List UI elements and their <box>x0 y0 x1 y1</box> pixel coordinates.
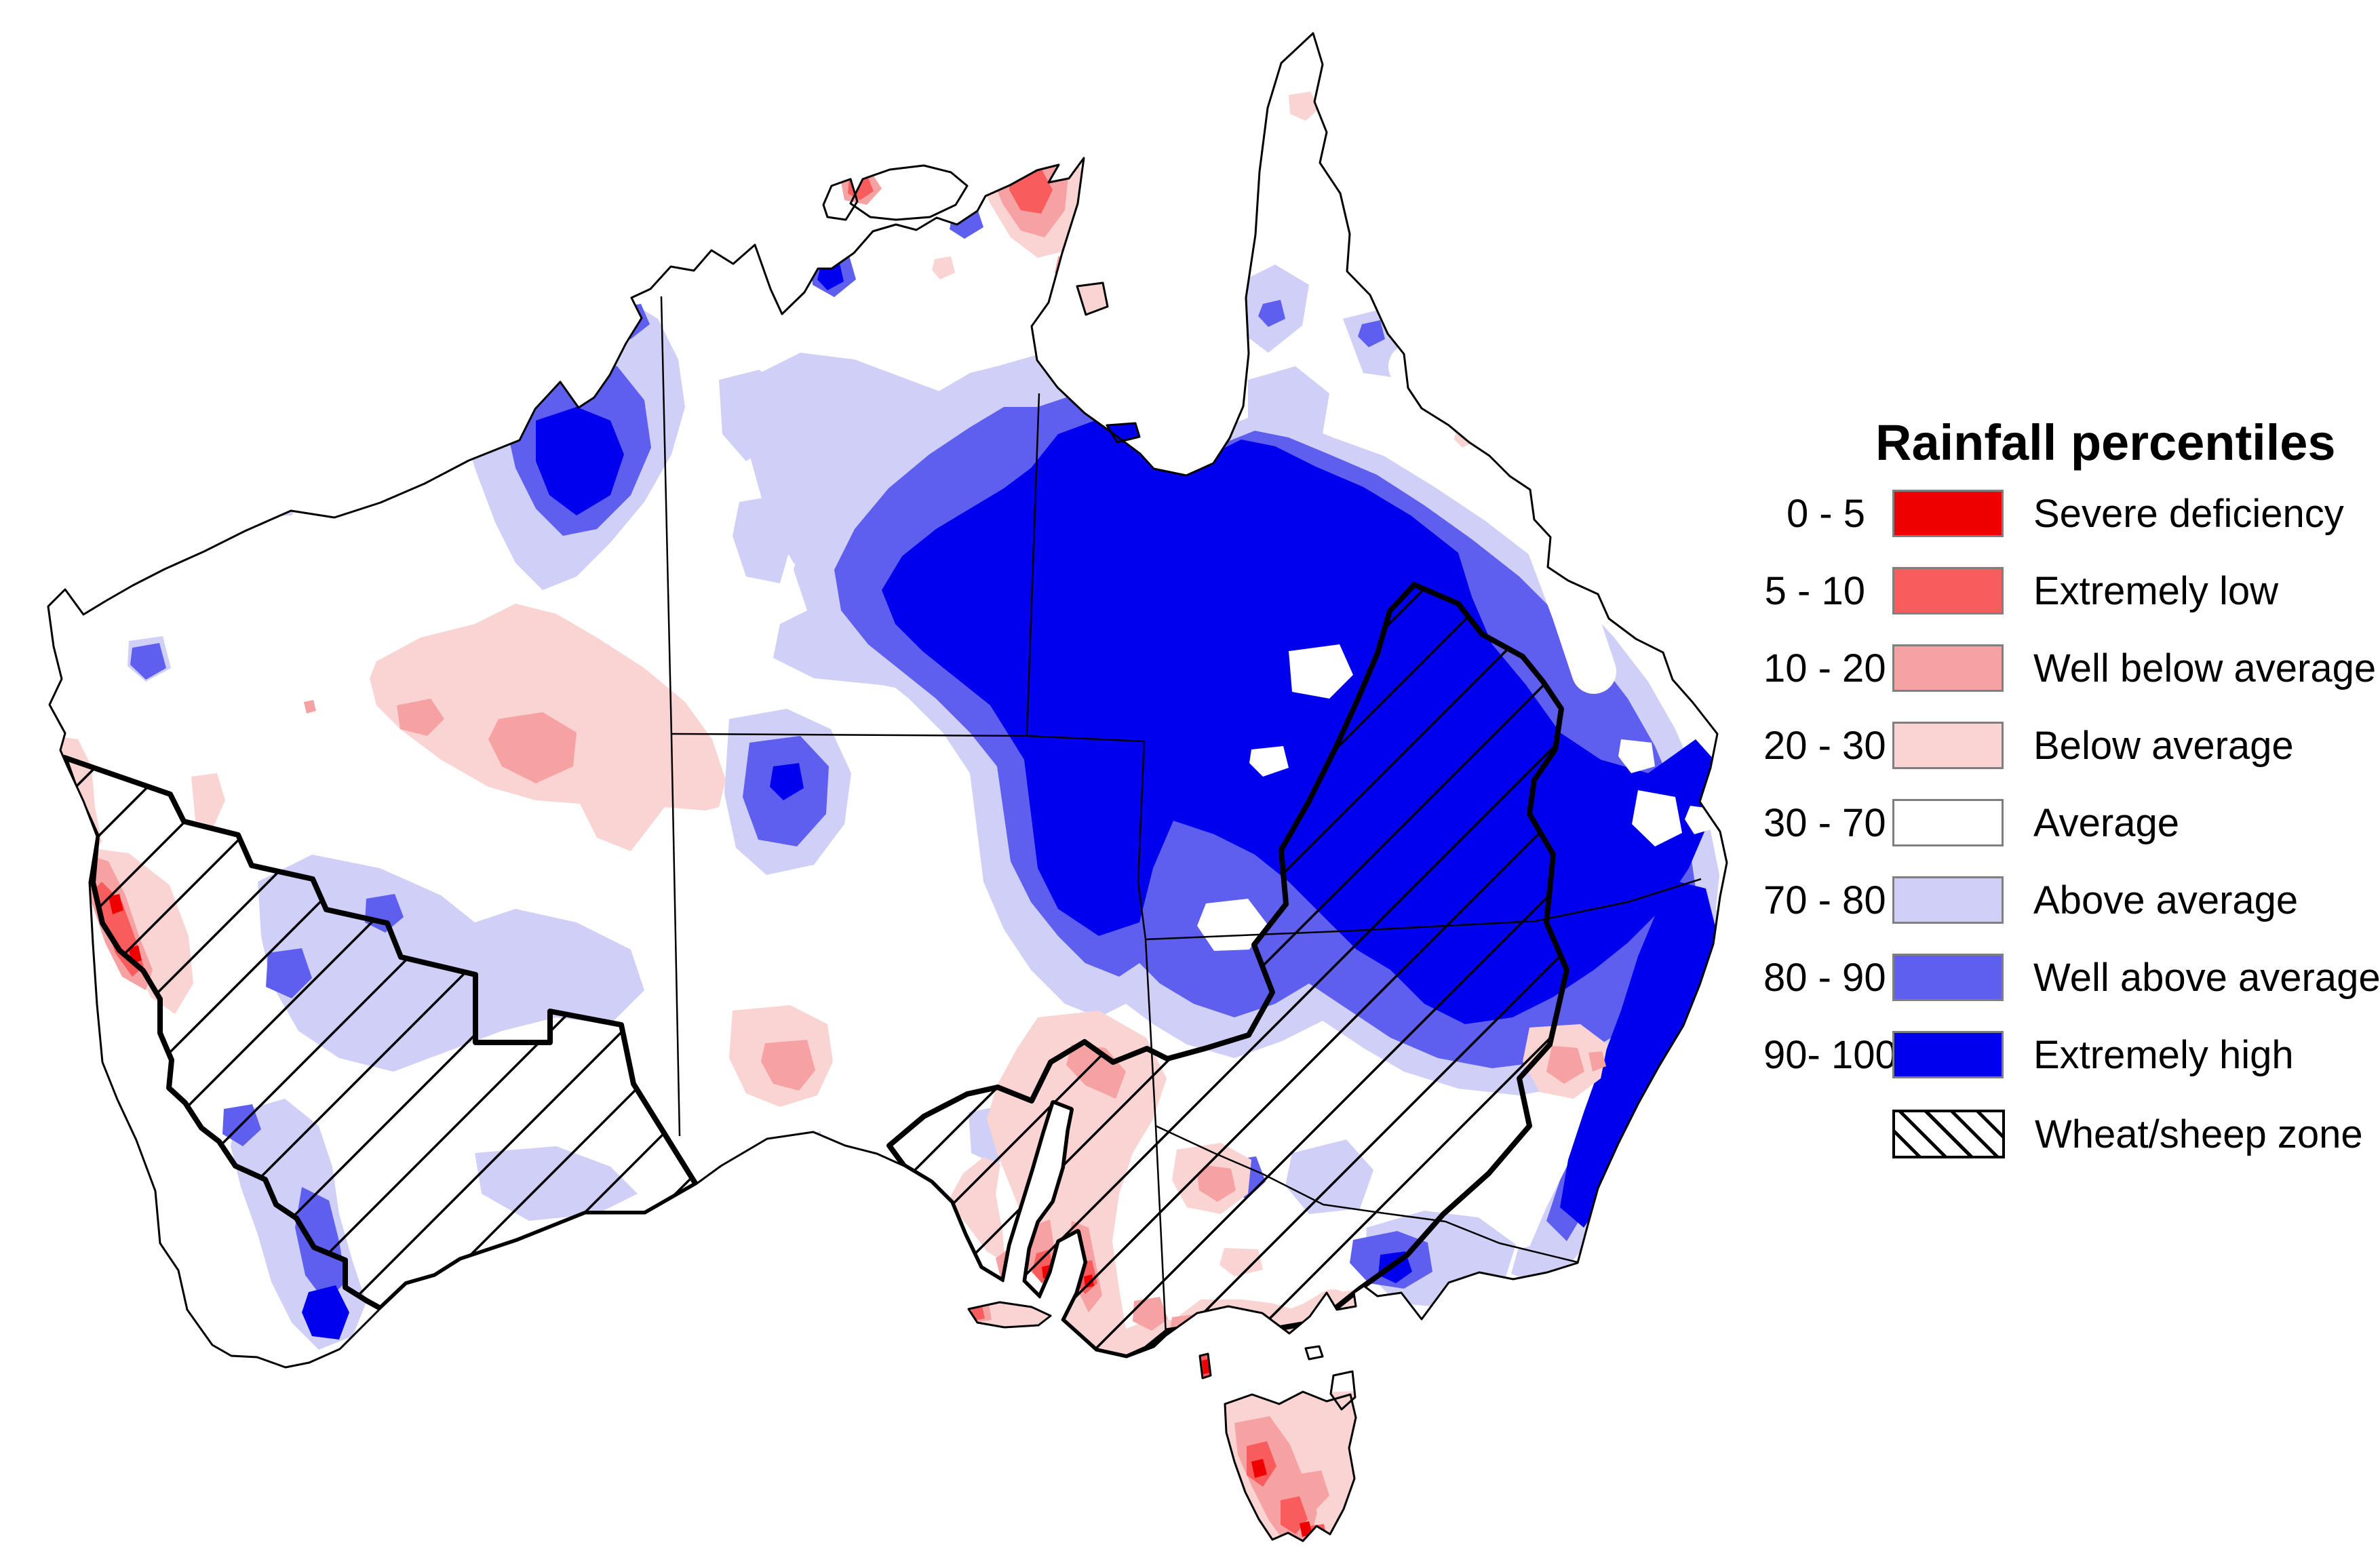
legend-row-below-average: 20 - 30 Below average <box>1763 721 2294 770</box>
border-nt-qld <box>1026 393 1040 737</box>
wheat-zone-east <box>886 582 1569 1360</box>
legend-row-average: 30 - 70 Average <box>1763 798 2179 847</box>
legend-label: Well above average <box>2033 955 2380 1000</box>
legend-swatch-extremely-low <box>1892 567 2004 614</box>
coastline-tasmania <box>1224 1390 1357 1542</box>
legend-range: 30 - 70 <box>1763 800 1886 845</box>
legend-range: 0 - 5 <box>1786 491 1865 536</box>
legend-range: 10 - 20 <box>1763 646 1886 690</box>
legend-swatch-well-below-average <box>1892 644 2004 692</box>
legend-range: 5 - 10 <box>1764 568 1865 613</box>
legend-label: Extremely high <box>2033 1032 2294 1077</box>
legend-label: Well below average <box>2033 646 2377 690</box>
legend-range: 90- 100 <box>1763 1032 1897 1077</box>
legend-swatch-well-above-average <box>1892 954 2004 1001</box>
coastline-kangaroo-island <box>967 1301 1052 1329</box>
legend-swatch-below-average <box>1892 722 2004 769</box>
legend-label: Extremely low <box>2033 568 2278 613</box>
legend-label: Average <box>2033 800 2179 845</box>
wheat-sheep-zone <box>62 582 1569 1360</box>
legend-row-extremely-low: 5 - 10 Extremely low <box>1763 566 2278 615</box>
coastline-bathurst-island <box>822 178 859 221</box>
coastline-mornington-island <box>1106 422 1141 444</box>
coastline-groote-eylandt <box>1076 281 1109 316</box>
border-qld-sa <box>1137 741 1147 940</box>
coastline-flinders-island <box>1329 1370 1357 1411</box>
legend-swatch-extremely-high <box>1892 1031 2004 1078</box>
legend-swatch-wheat-sheep-zone <box>1892 1110 2005 1158</box>
legend-label: Wheat/sheep zone <box>2035 1112 2363 1156</box>
legend-row-above-average: 70 - 80 Above average <box>1763 876 2298 924</box>
legend-row-wheat-sheep-zone: Wheat/sheep zone <box>1763 1110 2363 1158</box>
legend-swatch-above-average <box>1892 876 2004 924</box>
legend-range: 20 - 30 <box>1763 723 1886 768</box>
legend-range: 70 - 80 <box>1763 878 1886 922</box>
coastline-phillip-island <box>1304 1345 1324 1361</box>
legend-label: Severe deficiency <box>2033 491 2344 536</box>
legend-label: Above average <box>2033 878 2299 922</box>
border-wa-nt-sa <box>660 296 681 1137</box>
legend-swatch-average <box>1892 799 2004 846</box>
legend-range: 80 - 90 <box>1763 955 1886 1000</box>
legend-label: Below average <box>2033 723 2294 768</box>
legend-row-extremely-high: 90- 100 Extremely high <box>1763 1030 2294 1079</box>
legend-row-well-below-average: 10 - 20 Well below average <box>1763 644 2376 692</box>
legend-row-well-above-average: 80 - 90 Well above average <box>1763 953 2380 1002</box>
coastline-melville-island <box>849 164 969 221</box>
legend-title: Rainfall percentiles <box>1875 414 2336 471</box>
wheat-zone-west <box>62 755 699 1311</box>
legend-swatch-severe-deficiency <box>1892 490 2004 537</box>
coastline-king-island <box>1198 1352 1212 1380</box>
legend-row-severe-deficiency: 0 - 5 Severe deficiency <box>1763 489 2344 538</box>
